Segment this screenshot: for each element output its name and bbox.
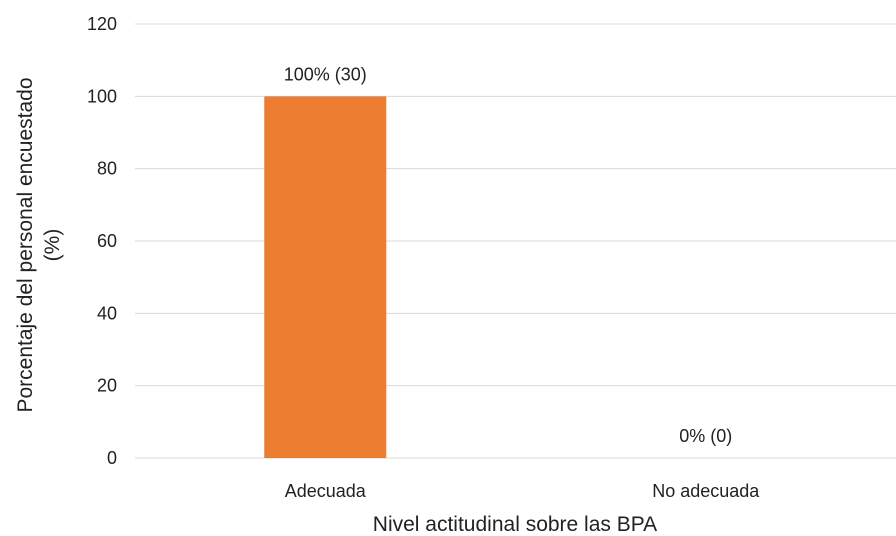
x-axis-title: Nivel actitudinal sobre las BPA <box>373 513 657 536</box>
y-tick-label-120: 120 <box>87 14 117 34</box>
gridlines <box>135 23 896 459</box>
y-axis-title: Porcentaje del personal encuestado (%) <box>14 77 64 412</box>
y-axis-title-line-2: (%) <box>41 229 64 262</box>
bar-0 <box>264 96 387 458</box>
y-axis-ticks: 0 20 40 60 80 100 120 <box>87 14 117 468</box>
y-tick-label-40: 40 <box>97 303 117 323</box>
y-axis-title-line-1: Porcentaje del personal encuestado <box>14 77 37 412</box>
x-axis-categories: Adecuada No adecuada <box>285 481 761 501</box>
data-label-0: 100% (30) <box>284 64 367 84</box>
y-tick-label-80: 80 <box>97 159 117 179</box>
y-tick-label-100: 100 <box>87 86 117 106</box>
bars <box>264 96 387 458</box>
category-label-1: No adecuada <box>652 481 760 501</box>
data-labels: 100% (30) 0% (0) <box>284 64 733 446</box>
y-tick-label-0: 0 <box>107 448 117 468</box>
y-tick-label-60: 60 <box>97 231 117 251</box>
data-label-1: 0% (0) <box>679 426 732 446</box>
y-tick-label-20: 20 <box>97 376 117 396</box>
category-label-0: Adecuada <box>285 481 367 501</box>
